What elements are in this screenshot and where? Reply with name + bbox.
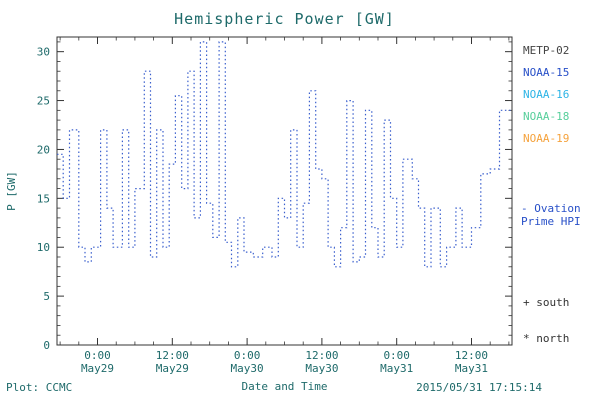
legend-south-marker: + south <box>523 296 570 309</box>
legend-north-marker: * north <box>523 332 570 345</box>
legend-satellite-metp-02: METP-02 <box>523 44 570 57</box>
legend-satellite-noaa-18: NOAA-18 <box>523 110 570 123</box>
y-axis-label: P [GW] <box>5 171 18 211</box>
y-tick-label: 25 <box>37 95 50 108</box>
y-tick-label: 20 <box>37 143 50 156</box>
x-tick-date: May31 <box>380 362 413 375</box>
legend-satellite-noaa-16: NOAA-16 <box>523 88 570 101</box>
x-axis-label: Date and Time <box>241 380 328 393</box>
x-tick-date: May31 <box>455 362 488 375</box>
footer-timestamp: 2015/05/31 17:15:14 <box>416 381 542 394</box>
plot-frame <box>56 36 513 346</box>
footer-plot-source: Plot: CCMC <box>6 381 73 394</box>
y-tick-label: 5 <box>43 290 50 303</box>
x-tick-time: 12:00 <box>455 349 488 362</box>
legend-ovation-line2: Prime HPI <box>521 215 581 228</box>
x-tick-date: May30 <box>305 362 338 375</box>
x-tick-time: 12:00 <box>305 349 338 362</box>
y-tick-label: 15 <box>37 192 50 205</box>
legend-ovation-line1: - Ovation <box>521 202 581 215</box>
x-tick-time: 0:00 <box>383 349 410 362</box>
x-tick-time: 12:00 <box>156 349 189 362</box>
legend-satellite-noaa-19: NOAA-19 <box>523 132 570 145</box>
x-tick-date: May29 <box>81 362 114 375</box>
x-tick-time: 0:00 <box>234 349 261 362</box>
hpi-step-line <box>57 41 512 268</box>
y-tick-label: 0 <box>43 339 50 352</box>
legend-satellite-noaa-15: NOAA-15 <box>523 66 570 79</box>
chart-title: Hemispheric Power [GW] <box>174 10 395 28</box>
y-tick-label: 10 <box>37 241 50 254</box>
legend-ovation-label: - Ovation Prime HPI <box>521 202 581 228</box>
x-tick-time: 0:00 <box>84 349 111 362</box>
x-tick-date: May29 <box>156 362 189 375</box>
y-tick-label: 30 <box>37 46 50 59</box>
x-tick-date: May30 <box>231 362 264 375</box>
